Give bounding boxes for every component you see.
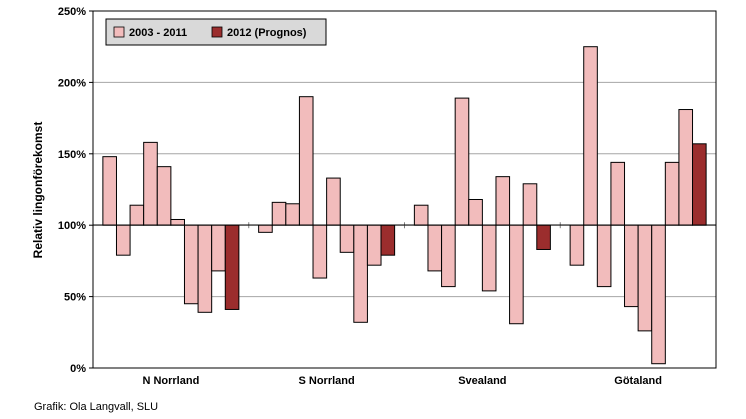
y-tick-label: 200% bbox=[58, 77, 86, 89]
bar-historic bbox=[454, 97, 470, 226]
bar-forecast bbox=[380, 224, 396, 256]
bar-historic bbox=[637, 224, 653, 332]
bar-historic bbox=[522, 183, 538, 226]
bar-historic bbox=[664, 161, 680, 226]
credit-text: Grafik: Ola Langvall, SLU bbox=[34, 401, 159, 413]
bar-historic bbox=[170, 218, 185, 226]
category-label: Svealand bbox=[458, 375, 506, 387]
y-axis-label: Relativ lingonförekomst bbox=[31, 122, 45, 259]
category-label: Götaland bbox=[614, 375, 662, 387]
legend-label-historic: 2003 - 2011 bbox=[129, 27, 187, 39]
bar-historic bbox=[285, 203, 300, 226]
bar-forecast bbox=[224, 224, 240, 310]
bar-historic bbox=[495, 176, 511, 226]
bar-forecast bbox=[692, 143, 707, 226]
y-tick-label: 100% bbox=[58, 220, 86, 232]
bar-historic bbox=[610, 161, 626, 226]
bar-historic bbox=[509, 224, 524, 325]
legend-label-forecast: 2012 (Prognos) bbox=[227, 27, 307, 39]
y-tick-label: 150% bbox=[58, 149, 86, 161]
bar-historic bbox=[143, 141, 158, 226]
y-tick-label: 50% bbox=[64, 292, 86, 304]
bar-historic bbox=[258, 224, 273, 233]
bar-historic bbox=[353, 224, 368, 323]
y-tick-label: 250% bbox=[58, 6, 86, 18]
bar-historic bbox=[115, 224, 131, 256]
bars bbox=[102, 46, 707, 365]
bar-historic bbox=[678, 109, 694, 226]
bar-historic bbox=[271, 201, 287, 226]
bar-historic bbox=[183, 224, 199, 305]
category-labels: N Norrland S Norrland Svealand Götaland bbox=[142, 375, 662, 387]
bar-historic bbox=[339, 224, 355, 253]
bar-historic bbox=[583, 46, 598, 226]
category-label: N Norrland bbox=[142, 375, 199, 387]
bar-historic bbox=[129, 204, 145, 226]
bar-historic bbox=[624, 224, 639, 308]
bar-historic bbox=[211, 224, 226, 272]
category-label: S Norrland bbox=[299, 375, 355, 387]
bar-historic bbox=[102, 156, 117, 226]
bar-historic bbox=[441, 224, 456, 288]
bar-forecast bbox=[536, 224, 551, 250]
y-tick-label: 0% bbox=[70, 363, 86, 375]
bar-historic bbox=[413, 204, 429, 226]
bar-historic bbox=[366, 224, 382, 266]
plot-border bbox=[92, 10, 717, 369]
bar-historic bbox=[312, 224, 328, 279]
bar-historic bbox=[481, 224, 497, 292]
bar-historic bbox=[298, 96, 314, 226]
bar-historic bbox=[197, 224, 213, 313]
bar-historic bbox=[156, 166, 172, 226]
legend-swatch-forecast bbox=[211, 26, 223, 38]
bar-historic bbox=[326, 177, 341, 226]
y-axis-ticks: 0% 50% 100% 150% 200% 250% bbox=[58, 6, 93, 375]
legend-swatch-historic bbox=[113, 26, 125, 38]
bar-historic bbox=[427, 224, 443, 272]
legend: 2003 - 2011 2012 (Prognos) bbox=[105, 18, 327, 46]
bar-historic bbox=[651, 224, 666, 365]
bar-historic bbox=[468, 198, 483, 226]
bar-historic bbox=[569, 224, 585, 266]
bar-historic bbox=[596, 224, 612, 288]
